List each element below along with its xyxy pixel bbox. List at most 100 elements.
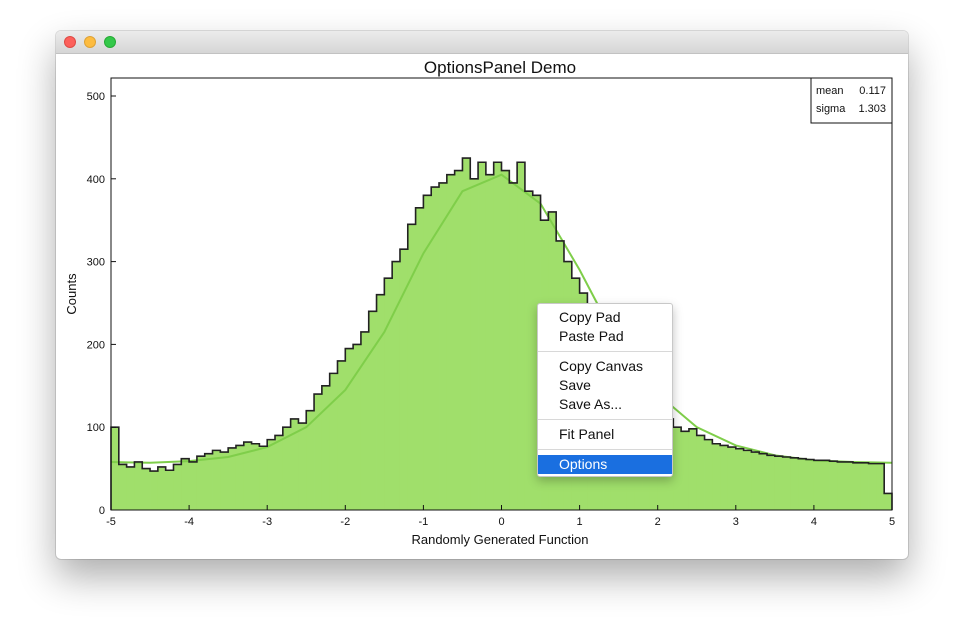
histogram-bar — [454, 170, 463, 510]
x-tick-label: 2 — [655, 516, 661, 528]
menu-separator — [538, 449, 672, 450]
histogram-bar — [415, 207, 424, 510]
context-menu[interactable]: Copy Pad Paste Pad Copy Canvas Save Save As.… — [537, 303, 673, 477]
menu-item-paste-pad[interactable]: Paste Pad — [559, 328, 624, 344]
histogram-bar — [111, 427, 120, 510]
histogram-bar — [321, 385, 331, 510]
histogram-bar — [150, 471, 159, 510]
y-tick-label: 500 — [87, 91, 105, 103]
histogram-bar — [845, 461, 854, 510]
stats-mean-label: mean — [816, 85, 844, 97]
histogram-bar — [290, 418, 299, 510]
zoom-window-button[interactable] — [104, 36, 116, 48]
histogram-bar — [860, 462, 869, 510]
histogram-bar — [407, 224, 416, 510]
menu-item-save-as[interactable]: Save As... — [559, 396, 623, 412]
histogram-bar — [884, 493, 893, 510]
histogram-bar — [298, 423, 307, 510]
window-titlebar[interactable] — [56, 31, 908, 54]
histogram-bar — [392, 261, 401, 510]
histogram-bar — [118, 464, 128, 510]
histogram-bar — [517, 162, 526, 511]
histogram-bar — [470, 178, 479, 511]
histogram-bar — [774, 456, 784, 510]
histogram-bar — [337, 360, 346, 510]
histogram-bar — [485, 174, 495, 510]
histogram-bar — [142, 468, 151, 510]
histogram-bar — [829, 461, 838, 510]
histogram-bar — [782, 457, 791, 510]
histogram-bar — [478, 162, 487, 511]
menu-item-copy-canvas[interactable]: Copy Canvas — [559, 358, 644, 374]
histogram-bar — [439, 182, 448, 510]
histogram-bar — [306, 410, 315, 510]
x-tick-label: 1 — [577, 516, 583, 528]
histogram-bar — [524, 191, 534, 510]
histogram-bar — [712, 443, 721, 510]
histogram-bar — [196, 456, 206, 510]
plot-area[interactable] — [110, 157, 893, 511]
x-tick-label: -1 — [419, 516, 429, 528]
minimize-window-button[interactable] — [84, 36, 96, 48]
x-tick-label: -5 — [106, 516, 116, 528]
y-tick-label: 100 — [87, 422, 105, 434]
histogram-bar — [688, 428, 698, 510]
histogram-bar — [228, 447, 237, 510]
histogram-bar — [806, 459, 815, 510]
histogram-bar — [735, 448, 745, 510]
histogram-bar — [852, 462, 862, 510]
histogram-bar — [681, 431, 690, 510]
histogram-bar — [259, 446, 268, 510]
histogram-bar — [837, 461, 846, 510]
y-tick-label: 300 — [87, 257, 105, 269]
stats-mean-value: 0.117 — [859, 85, 886, 97]
histogram-bar — [235, 445, 245, 510]
histogram-bar — [282, 427, 292, 510]
histogram-bar — [462, 158, 471, 510]
histogram-bar — [446, 174, 456, 510]
chart-canvas[interactable]: OptionsPanel Demo -5 -4 -3 -2 -1 0 1 2 3 4 5 0 100 20… — [56, 31, 908, 559]
histogram-bar — [704, 439, 713, 510]
histogram-bar — [399, 249, 409, 510]
menu-item-save[interactable]: Save — [559, 377, 591, 393]
x-tick-label: 0 — [498, 516, 504, 528]
histogram-bar — [798, 458, 807, 510]
x-tick-label: 5 — [889, 516, 895, 528]
histogram-bar — [751, 452, 760, 510]
histogram-bar — [173, 464, 182, 510]
histogram-bar — [220, 452, 229, 510]
x-tick-label: -4 — [184, 516, 194, 528]
histogram-bar — [821, 460, 830, 510]
histogram-bar — [743, 450, 752, 510]
histogram-bar — [314, 394, 323, 510]
y-tick-label: 200 — [87, 339, 105, 351]
histogram-outline — [110, 157, 893, 510]
histogram-bar — [360, 331, 370, 510]
histogram-bar — [384, 278, 393, 510]
histogram-bar — [368, 311, 377, 510]
menu-item-fit-panel[interactable]: Fit Panel — [559, 426, 615, 442]
app-window: OptionsPanel Demo -5 -4 -3 -2 -1 0 1 2 3 4 5 0 100 20… — [56, 31, 908, 559]
stats-sigma-value: 1.303 — [858, 103, 886, 115]
histogram-bar — [353, 344, 362, 510]
x-axis-label: Randomly Generated Function — [411, 532, 588, 547]
x-tick-label: -2 — [340, 516, 350, 528]
fit-curve — [110, 173, 893, 464]
histogram-bar — [493, 162, 502, 511]
histogram-bar — [727, 447, 737, 510]
histogram-bar — [243, 442, 252, 510]
menu-item-options[interactable]: Options — [538, 455, 672, 474]
histogram-bar — [165, 470, 174, 510]
histogram-bar — [876, 463, 885, 510]
chart-title: OptionsPanel Demo — [424, 58, 576, 77]
x-tick-label: -3 — [262, 516, 272, 528]
close-window-button[interactable] — [64, 36, 76, 48]
menu-item-copy-pad[interactable]: Copy Pad — [559, 309, 621, 325]
histogram-bar — [759, 453, 768, 510]
y-axis-label: Counts — [64, 273, 79, 315]
histogram-bar — [501, 170, 510, 510]
stats-sigma-label: sigma — [816, 103, 846, 115]
histogram-bar — [251, 443, 260, 510]
histogram-bar — [790, 457, 799, 510]
axes: -5 -4 -3 -2 -1 0 1 2 3 4 5 0 100 200 300 400 500 — [87, 91, 895, 528]
